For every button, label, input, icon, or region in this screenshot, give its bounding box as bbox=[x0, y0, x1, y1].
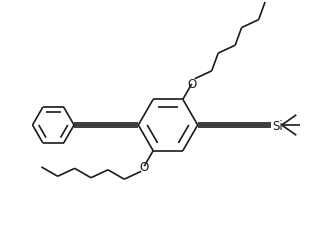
Text: O: O bbox=[187, 78, 196, 91]
Text: Si: Si bbox=[272, 119, 283, 132]
Text: O: O bbox=[140, 160, 149, 173]
